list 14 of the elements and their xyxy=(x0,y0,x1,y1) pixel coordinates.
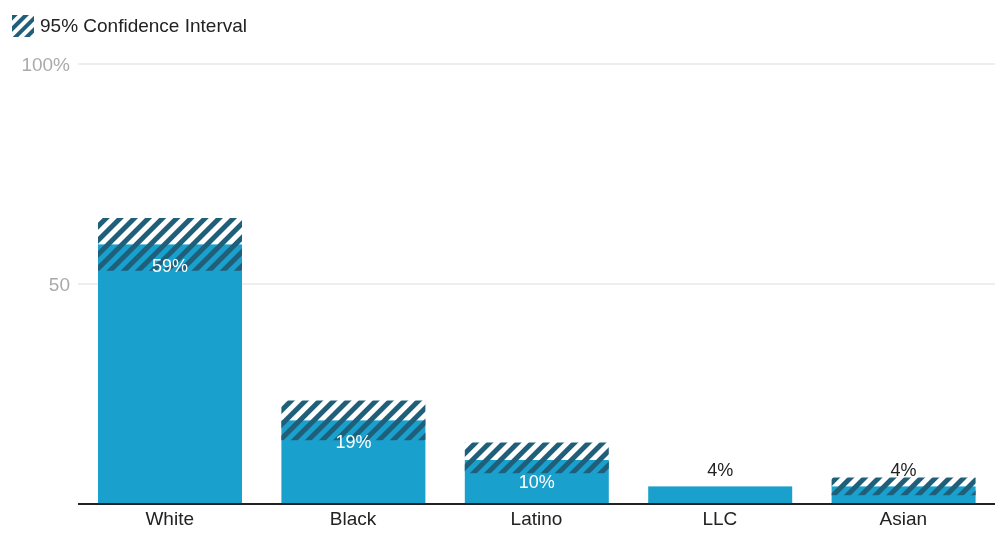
data-label: 4% xyxy=(890,460,917,481)
data-label: 4% xyxy=(707,460,734,481)
x-tick-label: Latino xyxy=(510,508,563,530)
data-label: 10% xyxy=(518,472,555,492)
bar xyxy=(648,486,793,504)
x-tick-label: White xyxy=(145,508,194,530)
x-tick-label: Black xyxy=(329,508,377,530)
text: 95% Confidence Interval xyxy=(40,15,248,37)
data-label: 19% xyxy=(335,432,372,453)
x-tick-label: Asian xyxy=(879,508,928,530)
x-tick-label: LLC xyxy=(702,508,738,530)
y-tick-label: 100% xyxy=(21,53,71,75)
data-label: 59% xyxy=(151,256,189,277)
y-tick-label: 50 xyxy=(48,273,70,295)
